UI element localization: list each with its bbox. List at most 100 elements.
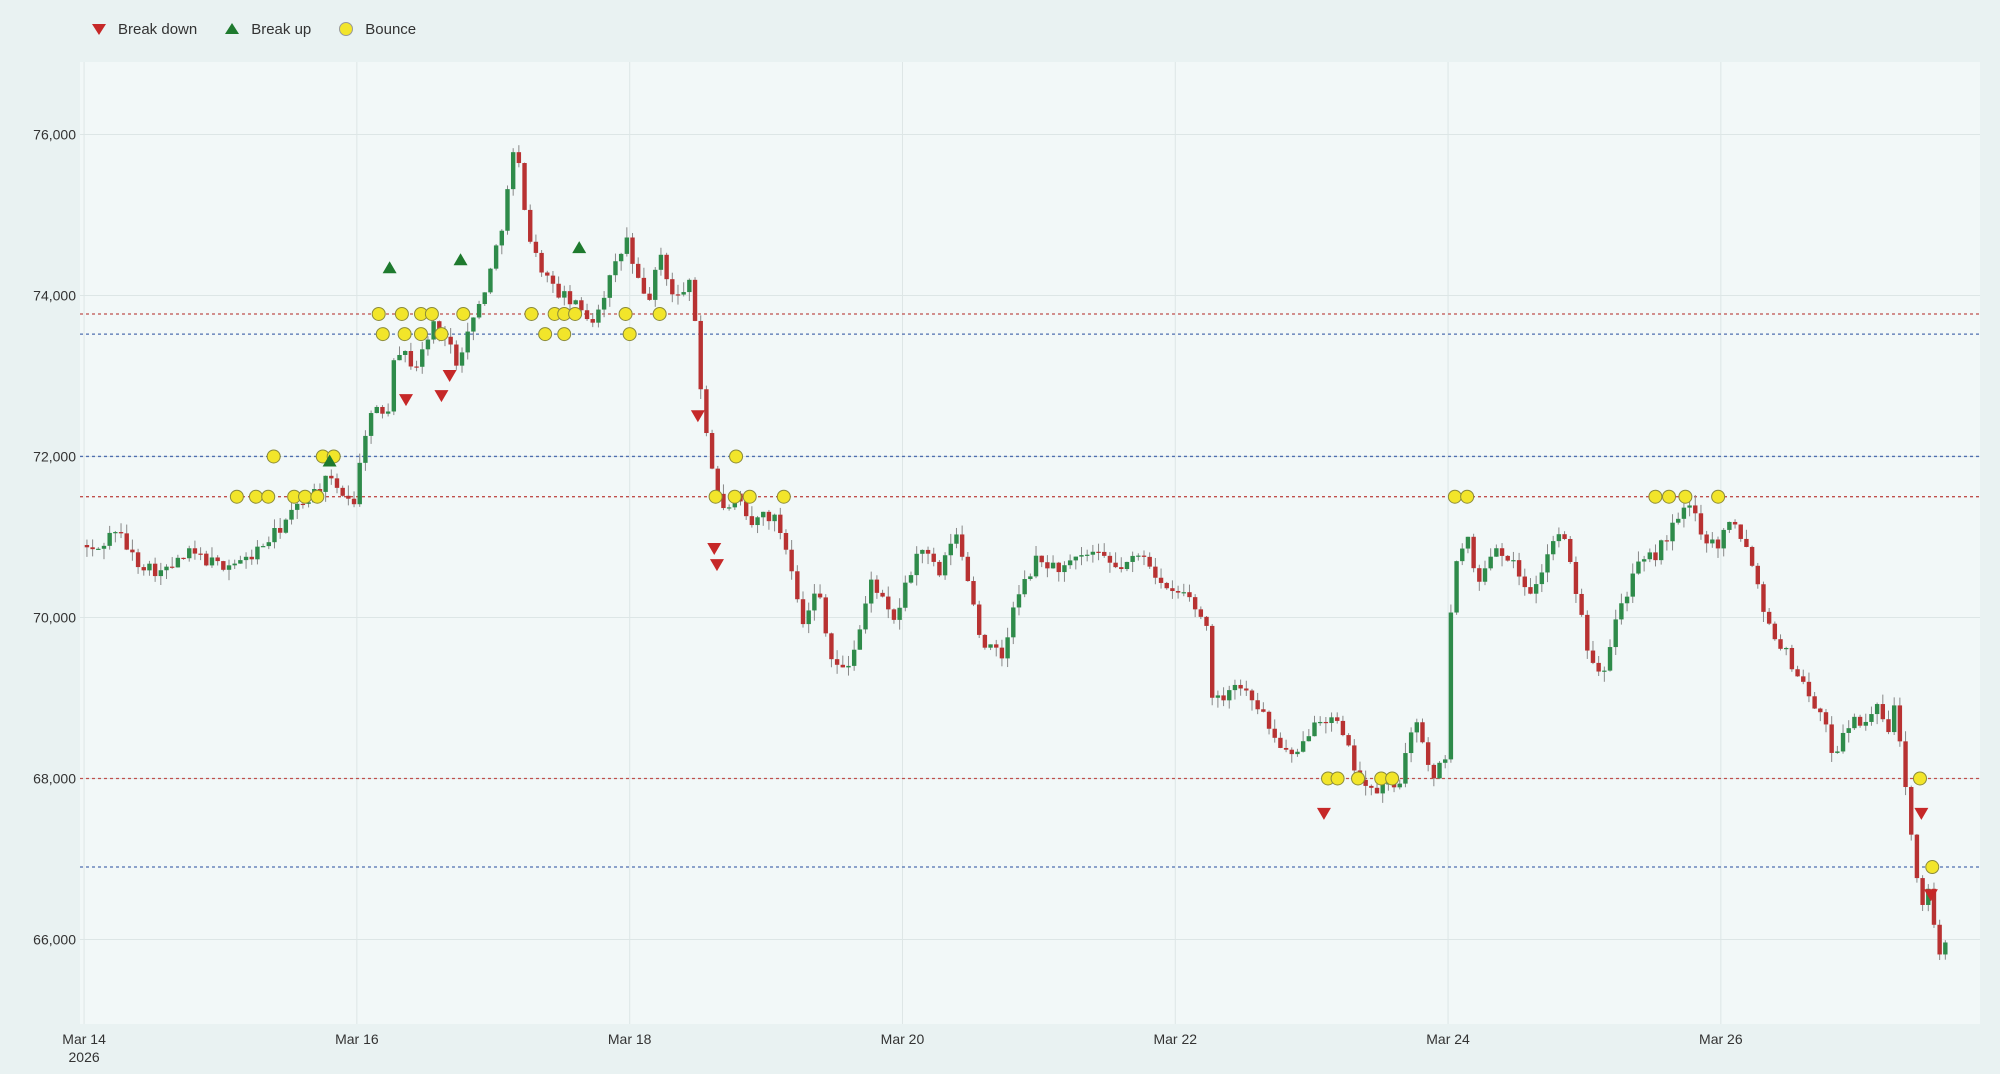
- candle-body: [1704, 534, 1709, 544]
- candle-body: [1897, 705, 1903, 742]
- candle-body: [1590, 650, 1596, 663]
- candle-body: [1244, 688, 1249, 691]
- candle-body: [289, 509, 294, 520]
- candle-body: [1067, 560, 1073, 566]
- candle-body: [329, 475, 334, 479]
- bounce-marker: [538, 327, 553, 342]
- candle-body: [971, 581, 976, 605]
- candle-body: [874, 579, 880, 593]
- candle-body: [1664, 540, 1670, 542]
- candle-body: [1698, 513, 1704, 535]
- candle-body: [880, 592, 885, 597]
- candle-body: [1056, 562, 1061, 573]
- legend-item-break-down[interactable]: Break down: [90, 20, 197, 38]
- candle-body: [1886, 719, 1891, 733]
- legend-label-break-down: Break down: [118, 20, 198, 38]
- candle-body: [1903, 741, 1908, 788]
- grid: [80, 62, 1980, 1024]
- candle-body: [1852, 716, 1857, 729]
- break-down-marker: [1316, 807, 1331, 820]
- candle-body: [346, 495, 351, 499]
- candle-body: [283, 519, 289, 533]
- legend-item-bounce[interactable]: Bounce: [337, 20, 416, 38]
- candle-body: [437, 321, 442, 333]
- bounce-marker: [248, 489, 263, 504]
- candle-body: [806, 610, 811, 625]
- candle-body: [931, 553, 936, 562]
- candle-body: [1261, 709, 1266, 712]
- break-up-marker: [572, 241, 587, 254]
- candle-body: [641, 277, 647, 294]
- legend-item-break-up[interactable]: Break up: [223, 20, 311, 38]
- candle-body: [226, 565, 232, 570]
- candle-body: [101, 545, 107, 549]
- candle-body: [1312, 722, 1317, 737]
- candle-body: [914, 553, 919, 576]
- candle-body: [402, 351, 408, 355]
- candle-body: [920, 549, 925, 554]
- candle-body: [590, 319, 595, 323]
- candle-body: [1374, 787, 1380, 794]
- candle-body: [1090, 551, 1096, 555]
- bounce-marker: [1447, 489, 1462, 504]
- bounce-marker: [456, 306, 471, 321]
- candle-body: [1732, 521, 1738, 525]
- candle-body: [863, 603, 868, 630]
- candle-body: [1539, 572, 1545, 585]
- break-down-marker: [434, 390, 449, 403]
- candle-body: [1073, 556, 1079, 561]
- candle-body: [1306, 736, 1312, 742]
- candle-body: [459, 352, 465, 366]
- candle-body: [658, 254, 664, 270]
- candle-body: [1022, 579, 1027, 595]
- candle-body: [414, 366, 419, 368]
- circle-icon: [339, 22, 354, 36]
- bounce-marker: [708, 489, 723, 504]
- candle-body: [1420, 722, 1425, 743]
- legend: Break down Break up Bounce: [90, 16, 416, 42]
- candle-body: [982, 634, 988, 648]
- candle-body: [420, 349, 425, 367]
- candle-body: [1607, 647, 1613, 671]
- bounce-marker: [568, 306, 583, 321]
- bounce-marker: [394, 306, 409, 321]
- candle-body: [1840, 732, 1846, 752]
- bounce-marker: [618, 306, 633, 321]
- candle-body: [721, 493, 726, 509]
- candle-body: [1352, 745, 1357, 771]
- y-tick-label: 76,000: [33, 126, 76, 142]
- candle-body: [465, 331, 470, 353]
- candle-body: [277, 527, 283, 533]
- bounce-marker: [266, 449, 281, 464]
- candle-body: [209, 557, 215, 566]
- candle-body: [1562, 534, 1567, 539]
- candle-body: [368, 413, 374, 436]
- candle-body: [1096, 551, 1101, 553]
- bounce-marker: [727, 489, 742, 504]
- candle-body: [96, 548, 101, 550]
- candle-body: [545, 272, 550, 276]
- candle-body: [556, 283, 561, 298]
- candle-body: [1460, 548, 1465, 562]
- candle-body: [1749, 546, 1755, 566]
- candle-body: [624, 237, 630, 254]
- candle-body: [380, 406, 385, 414]
- candle-body: [1414, 722, 1419, 733]
- candle-body: [1550, 541, 1556, 555]
- candle-body: [135, 552, 141, 568]
- candle-body: [1636, 561, 1641, 574]
- candle-body: [550, 275, 556, 284]
- candle-body: [1283, 747, 1289, 750]
- candle-body: [1909, 787, 1914, 835]
- candle-body: [562, 291, 567, 298]
- candle-body: [1573, 561, 1579, 594]
- candle-body: [528, 209, 533, 242]
- candle-body: [1147, 556, 1152, 567]
- candle-body: [1693, 505, 1698, 514]
- candle-body: [1653, 552, 1658, 561]
- candle-body: [1818, 708, 1823, 713]
- candle-body: [1107, 555, 1113, 563]
- candle-body: [260, 546, 266, 548]
- candle-body: [488, 268, 493, 293]
- candle-body: [169, 566, 175, 568]
